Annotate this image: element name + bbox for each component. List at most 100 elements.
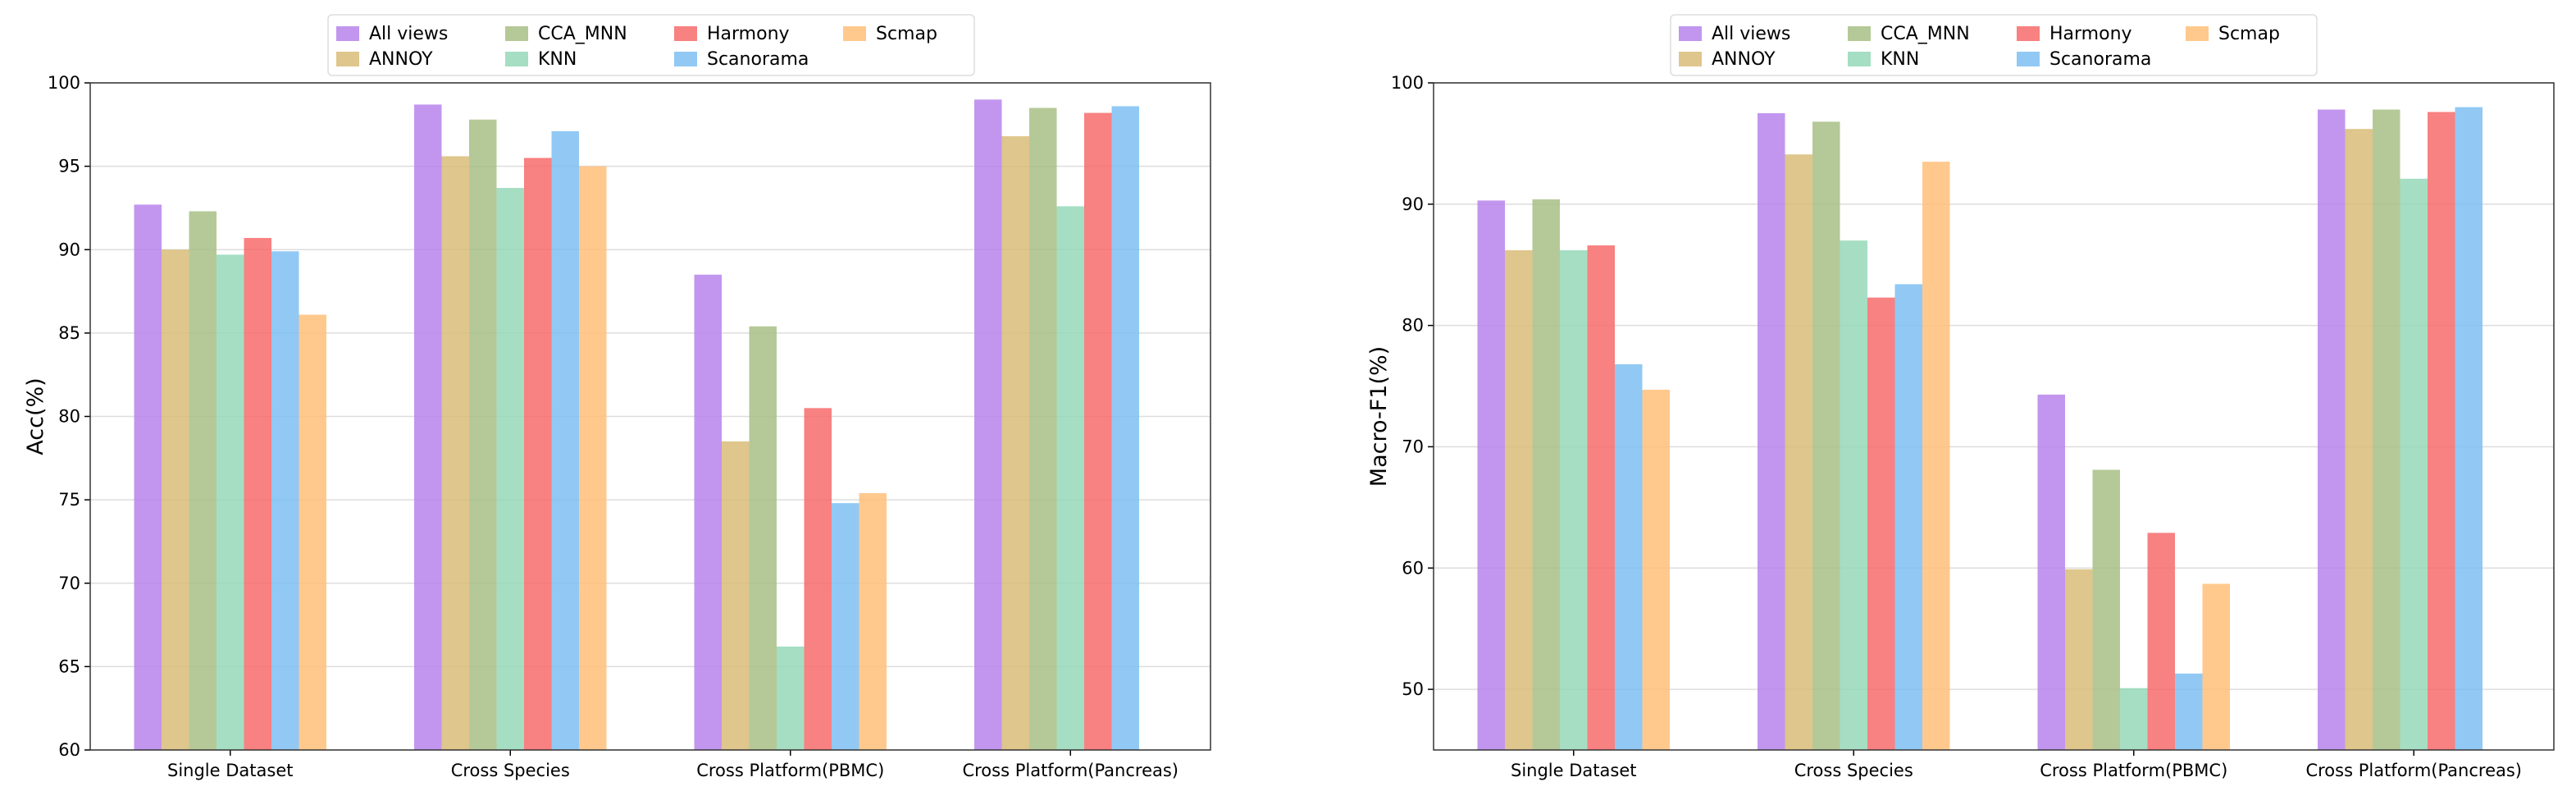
bar-cca-mnn-3	[749, 326, 777, 750]
bar-scmap-1	[299, 314, 326, 750]
x-tick-label: Cross Species	[451, 761, 570, 780]
y-tick-label: 80	[1402, 316, 1424, 336]
legend-swatch	[2186, 26, 2209, 41]
bar-annoy-1	[1505, 249, 1533, 750]
legend-swatch	[843, 26, 866, 41]
bar-annoy-3	[2065, 569, 2093, 750]
y-tick-label: 90	[58, 240, 80, 259]
bar-scanorama-4	[1111, 106, 1139, 750]
legend-label: ANNOY	[1712, 49, 1776, 70]
bar-scmap-2	[1922, 162, 1950, 750]
bar-scanorama-2	[1894, 284, 1922, 750]
bar-all-views-4	[974, 99, 1002, 750]
bar-scanorama-3	[2175, 673, 2203, 750]
x-tick-label: Cross Platform(Pancreas)	[2305, 761, 2522, 780]
x-tick-label: Single Dataset	[1511, 761, 1636, 780]
bar-annoy-2	[441, 156, 469, 750]
legend-label: KNN	[1881, 49, 1919, 70]
legend-label: KNN	[538, 49, 577, 70]
legend-label: Scanorama	[2049, 49, 2151, 70]
y-tick-label: 75	[58, 490, 80, 510]
legend-swatch	[505, 52, 528, 66]
bar-harmony-3	[2147, 533, 2175, 750]
bar-knn-4	[1056, 206, 1084, 750]
y-tick-label: 60	[1402, 558, 1424, 578]
bar-all-views-4	[2318, 109, 2346, 750]
legend-swatch	[2017, 26, 2040, 41]
bar-all-views-2	[414, 104, 442, 750]
bar-harmony-2	[1867, 297, 1895, 750]
y-tick-label: 50	[1402, 679, 1424, 699]
legend-swatch	[336, 26, 359, 41]
x-tick-label: Cross Platform(Pancreas)	[962, 761, 1179, 780]
y-tick-label: 60	[58, 740, 80, 760]
bar-harmony-1	[244, 238, 271, 750]
bar-cca-mnn-2	[1812, 121, 1840, 750]
bar-cca-mnn-2	[469, 119, 497, 750]
bars	[134, 99, 1139, 750]
bar-knn-3	[777, 646, 805, 750]
bar-all-views-1	[134, 204, 162, 750]
bars	[1477, 107, 2483, 750]
legend-swatch	[674, 52, 697, 66]
legend-swatch	[674, 26, 697, 41]
x-tick-label: Cross Species	[1794, 761, 1913, 780]
bar-harmony-1	[1587, 245, 1615, 750]
y-axis-label: Macro-F1(%)	[1366, 346, 1392, 487]
chart-1: 60 65 70 75 80 85 90 95 100 Single Dataset Cross S…	[23, 14, 1211, 780]
bar-annoy-4	[1001, 136, 1029, 750]
bar-scmap-1	[1642, 389, 1670, 750]
y-axis-label: Acc(%)	[23, 377, 48, 455]
bar-annoy-1	[162, 249, 189, 750]
plot-frame	[1433, 82, 2555, 751]
bar-scmap-2	[579, 166, 607, 750]
legend-swatch	[1848, 26, 1871, 41]
bar-knn-3	[2120, 688, 2148, 750]
bar-all-views-3	[2037, 394, 2065, 750]
legend: All views ANNOY CCA_MNN KNN Harmony Scanorama…	[1670, 14, 2318, 76]
legend-label: Harmony	[707, 24, 790, 44]
bar-annoy-4	[2345, 129, 2373, 750]
y-tick-label: 70	[1402, 437, 1424, 456]
legend-label: All views	[1712, 24, 1790, 44]
legend-label: Harmony	[2049, 24, 2132, 44]
bar-all-views-1	[1477, 200, 1505, 750]
legend-swatch	[1848, 52, 1871, 66]
y-tick-label: 70	[58, 574, 80, 593]
bar-scanorama-2	[551, 130, 579, 750]
bar-scmap-3	[2202, 583, 2230, 750]
x-tick-label: Cross Platform(PBMC)	[2040, 761, 2227, 780]
y-tick-label: 95	[58, 157, 80, 176]
x-tick-label: Single Dataset	[167, 761, 293, 780]
bar-all-views-3	[694, 274, 722, 750]
bar-cca-mnn-3	[2092, 469, 2120, 750]
legend-label: Scanorama	[707, 49, 809, 70]
legend-swatch	[1679, 26, 1702, 41]
bar-scanorama-1	[271, 251, 299, 750]
bar-harmony-4	[2428, 112, 2455, 750]
bar-cca-mnn-1	[189, 211, 217, 750]
y-tick-label: 90	[1402, 194, 1424, 214]
legend-label: ANNOY	[369, 49, 433, 70]
y-tick-label: 100	[1391, 73, 1424, 93]
bar-annoy-3	[722, 441, 750, 750]
bar-all-views-2	[1758, 112, 1785, 750]
chart-2: 50 60 70 80 90 100 Single Dataset Cross Species…	[1366, 14, 2555, 780]
y-tick-label: 100	[48, 73, 80, 93]
bar-harmony-4	[1084, 112, 1112, 750]
legend-swatch	[336, 52, 359, 66]
legend-box	[1670, 14, 2318, 76]
y-tick-label: 80	[58, 407, 80, 427]
bar-knn-2	[1840, 240, 1867, 750]
legend-label: CCA_MNN	[538, 24, 627, 44]
bar-scanorama-3	[832, 503, 859, 750]
legend: All views ANNOY CCA_MNN KNN Harmony Scanorama…	[327, 14, 975, 76]
bar-knn-2	[496, 188, 524, 750]
bar-knn-1	[217, 254, 244, 750]
plot-frame	[89, 82, 1211, 751]
bar-scanorama-4	[2455, 107, 2483, 750]
bar-scanorama-1	[1615, 363, 1643, 750]
bar-cca-mnn-1	[1532, 199, 1560, 750]
legend-swatch	[505, 26, 528, 41]
